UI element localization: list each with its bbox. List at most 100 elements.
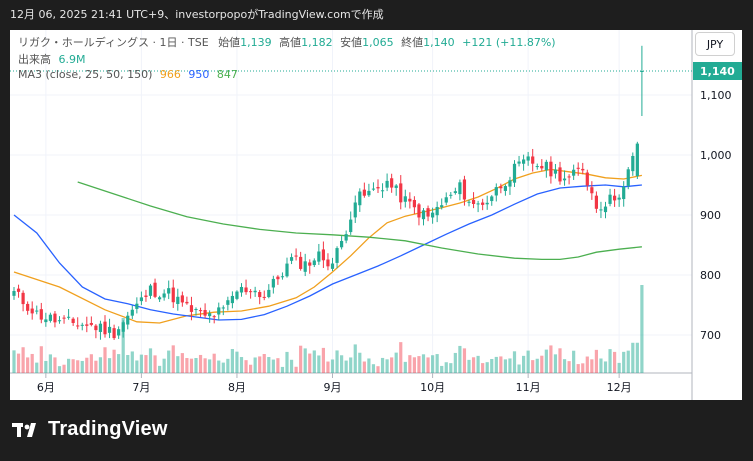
candle-body [599, 209, 603, 211]
candle-body [449, 194, 453, 196]
brand-name: TradingView [48, 418, 168, 440]
y-tick-label: 1,100 [700, 89, 732, 102]
volume-bar [494, 356, 498, 373]
volume-bar [508, 358, 512, 373]
open-value: 1,139 [240, 36, 272, 49]
candle-body [330, 263, 335, 269]
volume-value: 6.9M [58, 53, 86, 66]
volume-bar [26, 357, 30, 373]
candle-body [490, 196, 494, 202]
volume-bar [399, 342, 403, 373]
candle-body [153, 282, 157, 297]
candle-body [572, 169, 576, 176]
candle-body [608, 194, 612, 204]
candle-body [631, 155, 635, 172]
volume-bar [535, 358, 539, 373]
volume-bar [344, 360, 348, 373]
volume-bar [239, 357, 244, 373]
candle-body [494, 187, 498, 196]
volume-bar [458, 345, 462, 373]
volume-bar [267, 357, 271, 373]
volume-bar [503, 359, 507, 373]
volume-bar [603, 361, 608, 373]
candle-body [613, 195, 617, 201]
x-tick-label: 11月 [516, 381, 541, 394]
candle-body [540, 165, 544, 169]
volume-bar [590, 359, 594, 373]
currency-button[interactable]: JPY [695, 32, 735, 56]
candle-body [581, 168, 585, 171]
candle-body [21, 292, 25, 305]
candle-body [358, 191, 362, 206]
candle-body [512, 163, 517, 183]
candle-body [390, 178, 394, 188]
volume-bar [89, 354, 93, 373]
tradingview-logo-icon [12, 422, 36, 437]
volume-bar [613, 351, 617, 373]
candle-body [421, 210, 426, 220]
volume-bar [85, 357, 89, 373]
candle-body [144, 295, 148, 297]
volume-bar [44, 360, 48, 373]
candle-body [371, 188, 376, 190]
candle-body [262, 296, 266, 298]
candle-body [403, 196, 407, 202]
volume-bar [189, 358, 194, 373]
volume-bar [403, 361, 407, 373]
high-label: 高値 [279, 36, 302, 49]
volume-bar [317, 355, 321, 373]
x-tick-label: 7月 [132, 381, 150, 394]
volume-bar [162, 358, 166, 373]
candle-body [35, 310, 39, 312]
ma-line-ma150 [77, 181, 642, 261]
volume-bar [490, 359, 494, 373]
change-value: +121 (+11.87%) [462, 36, 556, 49]
volume-layer [12, 285, 644, 373]
volume-bar [622, 351, 626, 373]
candle-body [71, 318, 75, 323]
candlestick-chart[interactable]: 700 800 900 1,000 1,100 6月 7月 8月 9月 10月 11月 12月 1,14… [10, 30, 742, 400]
candle-body [89, 322, 93, 325]
candle-body [562, 178, 567, 181]
volume-bar [417, 356, 421, 373]
volume-bar [148, 348, 153, 373]
volume-bar [353, 344, 357, 373]
candle-body [299, 256, 303, 269]
candle-body [103, 321, 107, 335]
last-price-tag-bg [693, 62, 742, 80]
candle-body [531, 156, 535, 164]
volume-bar [285, 351, 289, 373]
candle-body [167, 288, 171, 294]
candle-body [112, 328, 116, 339]
candle-body [171, 287, 175, 303]
volume-bar [39, 346, 43, 373]
candle-body [544, 161, 548, 171]
volume-bar [98, 357, 103, 373]
candle-body [276, 276, 280, 280]
candle-body [603, 206, 608, 213]
volume-bar [139, 354, 143, 373]
chart-area[interactable]: 700 800 900 1,000 1,100 6月 7月 8月 9月 10月 11月 12月 1,14… [10, 30, 742, 400]
close-label: 終値 [401, 36, 424, 49]
volume-bar [371, 364, 376, 373]
candle-body [349, 219, 353, 233]
candle-body [499, 186, 503, 189]
volume-bar [276, 358, 280, 373]
candle-body [522, 159, 526, 164]
volume-bar [53, 357, 57, 373]
candle-body [44, 319, 48, 323]
candle-body [249, 291, 253, 293]
last-price-tag: 1,140 [700, 65, 735, 78]
ma50-value: 950 [188, 68, 210, 81]
volume-bar [299, 345, 303, 373]
volume-bar [367, 358, 371, 373]
legend-ma: MA3 (close, 25, 50, 150) 966 950 847 [18, 68, 238, 81]
volume-bar [558, 348, 562, 373]
candle-body [626, 169, 630, 186]
candle-body [76, 325, 80, 327]
candle-body [80, 324, 84, 326]
candle-body [553, 169, 558, 174]
symbol-line: リガク・ホールディングス · 1日 · TSE [18, 36, 209, 49]
candle-body [289, 257, 294, 261]
volume-bar [585, 356, 589, 373]
